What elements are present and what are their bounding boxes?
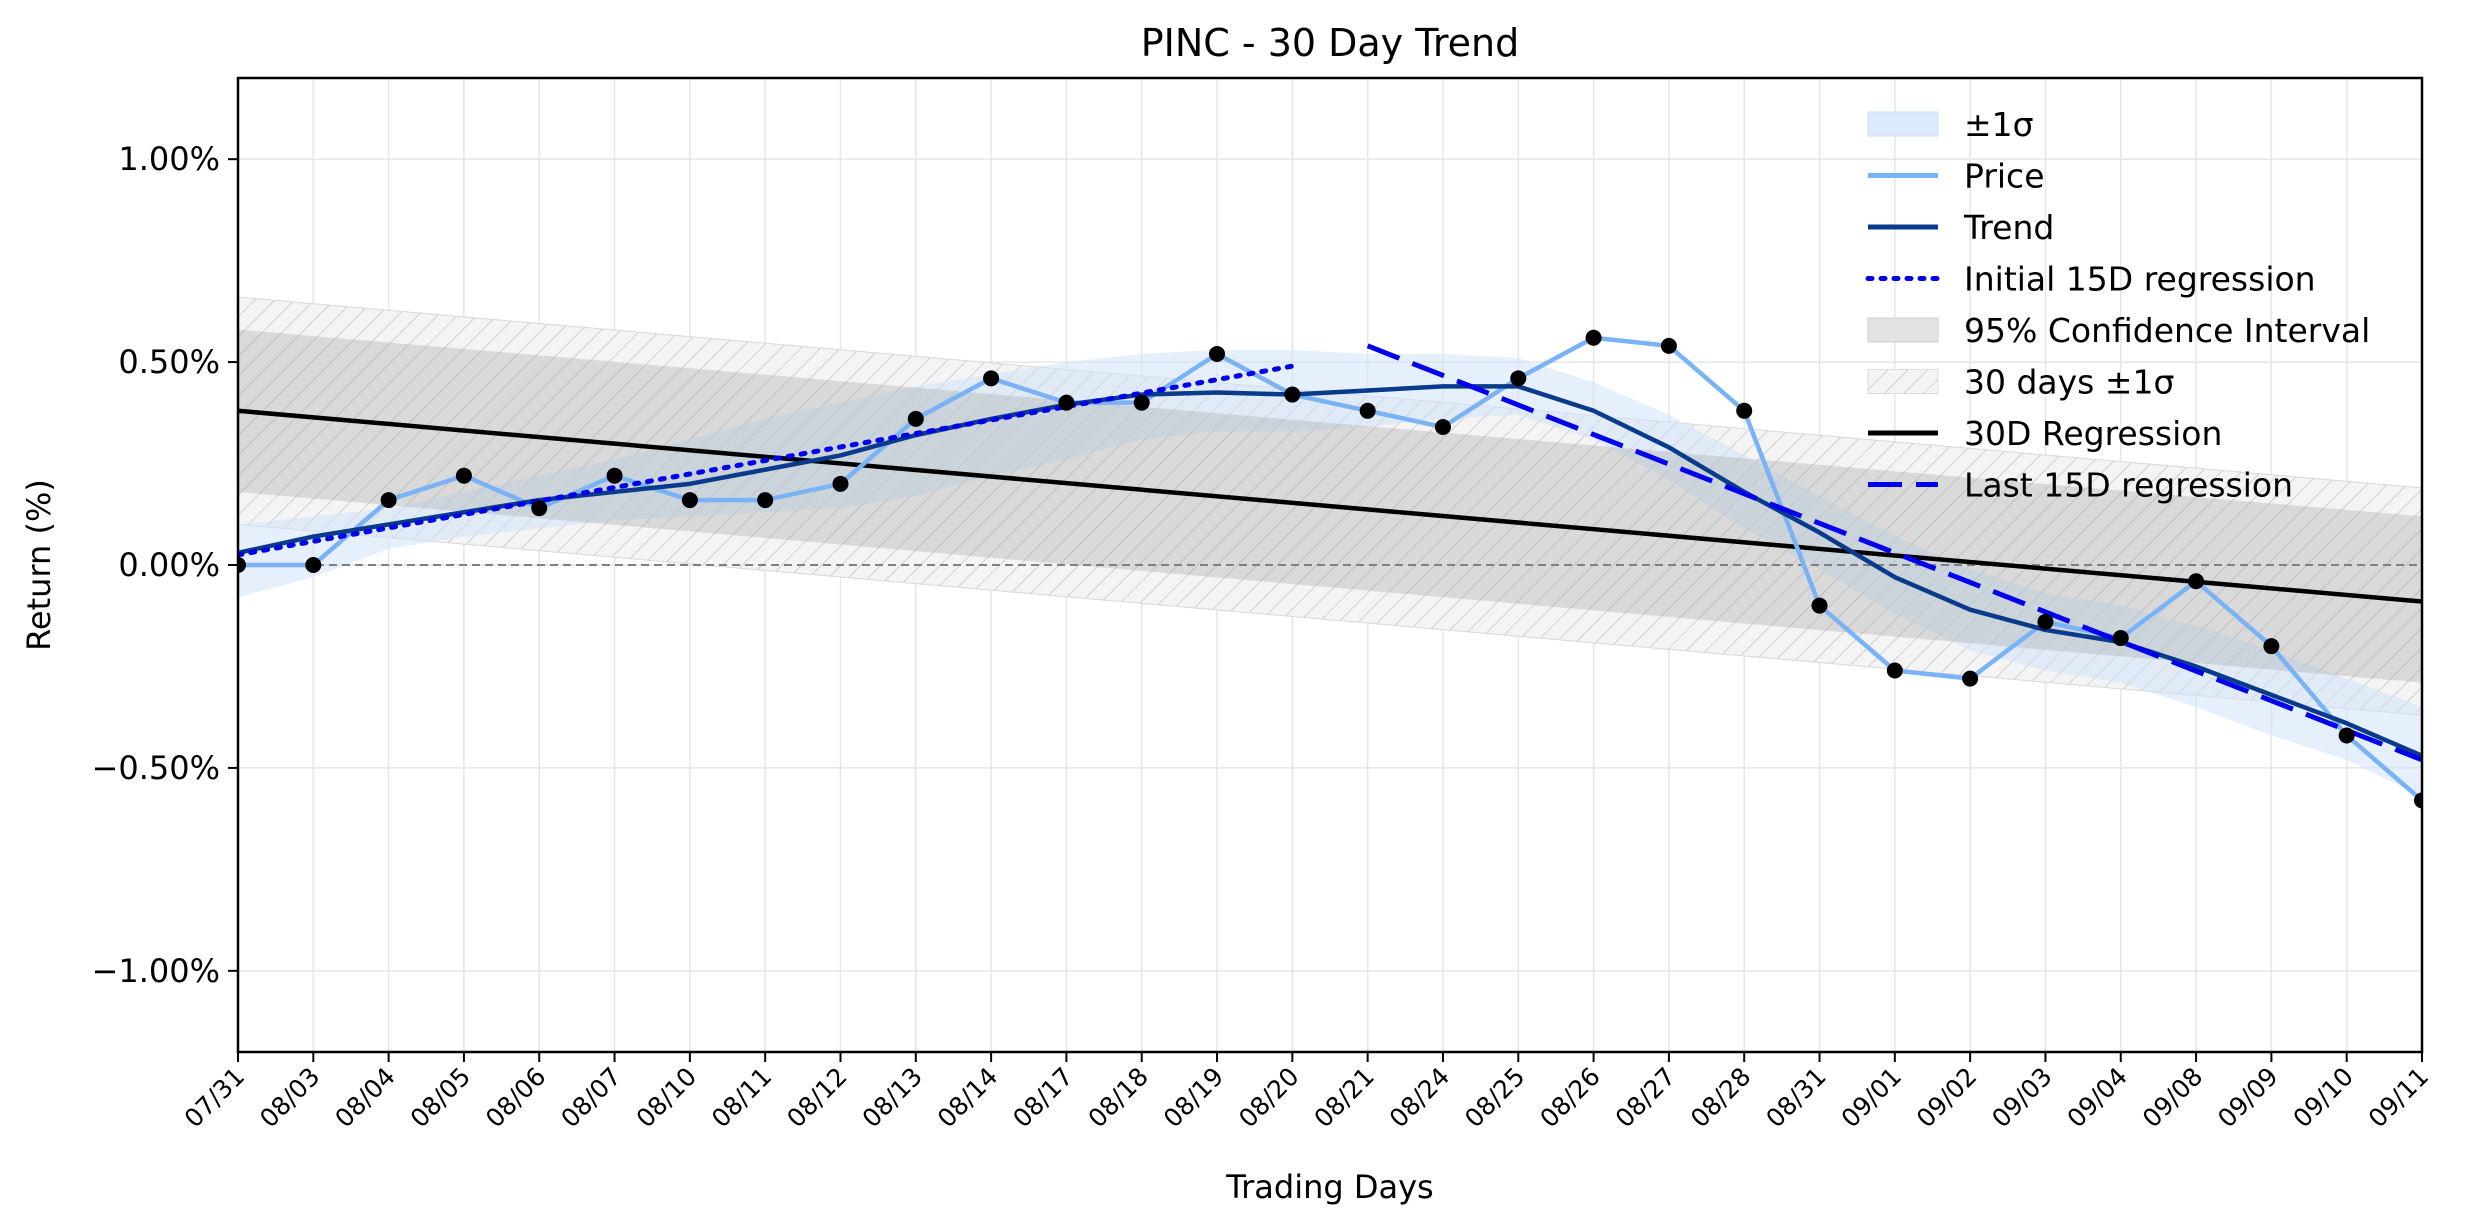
data-point [2263, 638, 2280, 655]
legend-item: ±1σ [1867, 105, 2034, 144]
data-point [380, 492, 397, 509]
legend-label: Last 15D regression [1964, 466, 2293, 505]
legend-label: ±1σ [1964, 105, 2034, 144]
legend-item: Price [1868, 157, 2045, 196]
legend-label: Initial 15D regression [1964, 260, 2316, 299]
legend-swatch [1867, 111, 1939, 137]
data-point [1811, 597, 1828, 614]
plot-area [238, 296, 2422, 809]
data-point [305, 557, 322, 573]
data-point [606, 467, 623, 484]
legend-label: 95% Confidence Interval [1964, 311, 2370, 350]
data-point [983, 370, 1000, 387]
data-point [681, 492, 698, 509]
data-point [1133, 394, 1150, 411]
data-point [1284, 386, 1301, 403]
data-point [1660, 337, 1677, 354]
data-point [2338, 727, 2355, 744]
legend-item: Initial 15D regression [1865, 260, 2316, 299]
data-point [1585, 329, 1602, 346]
data-point [1510, 370, 1527, 387]
data-point [1434, 419, 1451, 436]
y-tick-label: −1.00% [92, 952, 220, 990]
data-point [1058, 394, 1075, 411]
legend-label: Price [1964, 157, 2045, 196]
band-sigma [238, 349, 2422, 797]
y-tick-label: 0.50% [118, 343, 220, 381]
series-initial-15d-regression [238, 363, 1295, 558]
data-point [1736, 402, 1753, 419]
y-axis-label: Return (%) [20, 479, 58, 651]
legend-label: 30D Regression [1964, 414, 2222, 453]
x-axis-label: Trading Days [1225, 1168, 1433, 1206]
data-point [2112, 630, 2129, 647]
data-point [907, 410, 924, 427]
series-trend [238, 384, 2422, 758]
y-tick-label: 0.00% [118, 546, 220, 584]
legend-swatch-hatch [1867, 369, 1939, 394]
data-point [832, 475, 849, 492]
legend: ±1σ Price Trend Initial 15D regression 95% C… [1865, 105, 2370, 505]
legend-item: 30 days ±1σ [1867, 363, 2174, 402]
data-point [455, 467, 472, 484]
data-point [1209, 345, 1226, 362]
data-point [757, 492, 774, 509]
legend-label: 30 days ±1σ [1964, 363, 2174, 402]
series-price [238, 335, 2422, 803]
legend-item: 95% Confidence Interval [1867, 311, 2370, 350]
legend-item: Last 15D regression [1868, 466, 2293, 505]
legend-item: 30D Regression [1868, 414, 2222, 453]
legend-item: Trend [1868, 208, 2054, 247]
data-point [1962, 670, 1979, 687]
legend-label: Trend [1963, 208, 2054, 247]
series-last-15d-regression [1366, 343, 2422, 763]
data-point [2414, 792, 2422, 809]
data-point [531, 500, 548, 517]
y-tick-label: 1.00% [118, 140, 220, 178]
data-point [1359, 402, 1376, 419]
data-point [2188, 573, 2205, 590]
y-tick-label: −0.50% [92, 749, 220, 787]
series-30d-regression [238, 408, 2422, 604]
chart-title: PINC - 30 Day Trend [1141, 21, 1520, 65]
legend-swatch [1867, 317, 1939, 343]
data-point [1886, 662, 1903, 679]
data-point [238, 557, 246, 573]
data-point [2037, 613, 2054, 630]
